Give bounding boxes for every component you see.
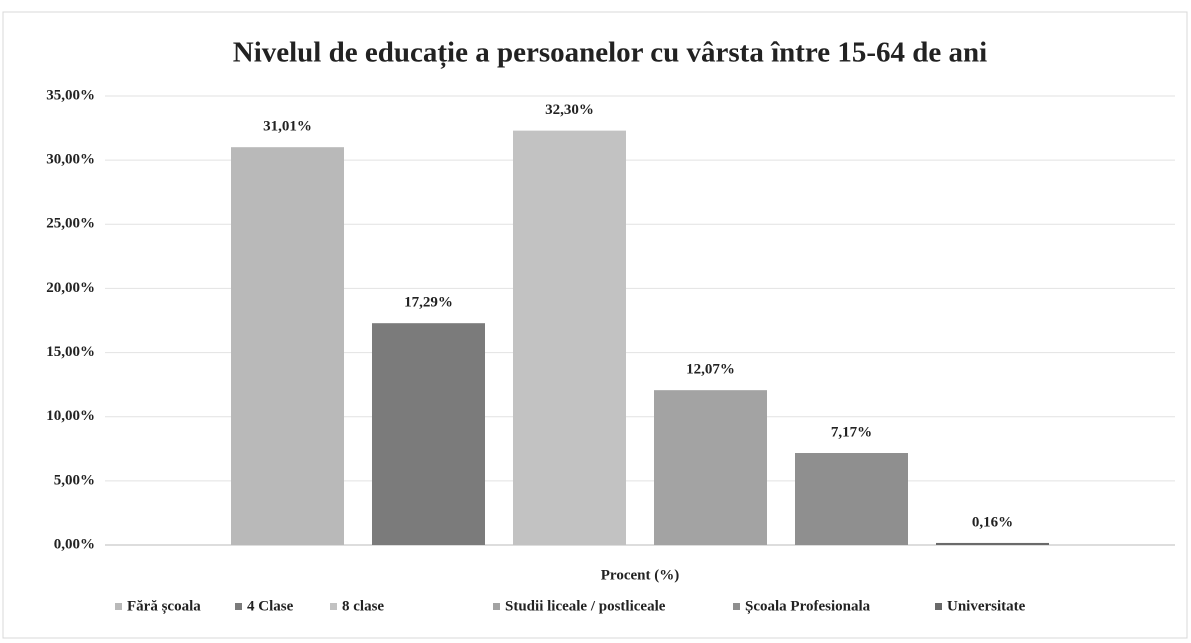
legend-label: 8 clase xyxy=(342,598,384,614)
x-axis-label: Procent (%) xyxy=(601,567,679,583)
legend-label: Studii liceale / postliceale xyxy=(505,598,666,614)
data-label: 7,17% xyxy=(831,424,872,440)
data-label: 31,01% xyxy=(263,119,312,135)
legend-swatch xyxy=(733,603,740,610)
legend-label: Școala Profesionala xyxy=(745,598,871,614)
bar xyxy=(372,323,485,545)
bar xyxy=(231,147,344,545)
y-tick-label: 10,00% xyxy=(46,408,95,424)
data-label: 12,07% xyxy=(686,362,735,378)
y-tick-label: 35,00% xyxy=(46,87,95,103)
data-label: 32,30% xyxy=(545,102,594,118)
chart-title: Nivelul de educație a persoanelor cu vâr… xyxy=(233,37,987,70)
legend-swatch xyxy=(935,603,942,610)
data-label: 0,16% xyxy=(972,514,1013,530)
bar xyxy=(513,130,626,545)
y-tick-label: 0,00% xyxy=(54,536,95,552)
y-tick-label: 25,00% xyxy=(46,216,95,232)
data-label: 17,29% xyxy=(404,295,453,311)
y-tick-label: 15,00% xyxy=(46,344,95,360)
legend-swatch xyxy=(493,603,500,610)
legend-swatch xyxy=(330,603,337,610)
legend-label: Fără școala xyxy=(127,598,201,614)
legend-label: Universitate xyxy=(947,598,1026,614)
bar xyxy=(654,390,767,545)
legend-swatch xyxy=(235,603,242,610)
y-tick-label: 30,00% xyxy=(46,152,95,168)
legend-swatch xyxy=(115,603,122,610)
bar xyxy=(936,542,1049,545)
y-tick-label: 20,00% xyxy=(46,280,95,296)
bar xyxy=(795,453,908,545)
y-tick-label: 5,00% xyxy=(54,472,95,488)
legend-label: 4 Clase xyxy=(247,598,294,614)
